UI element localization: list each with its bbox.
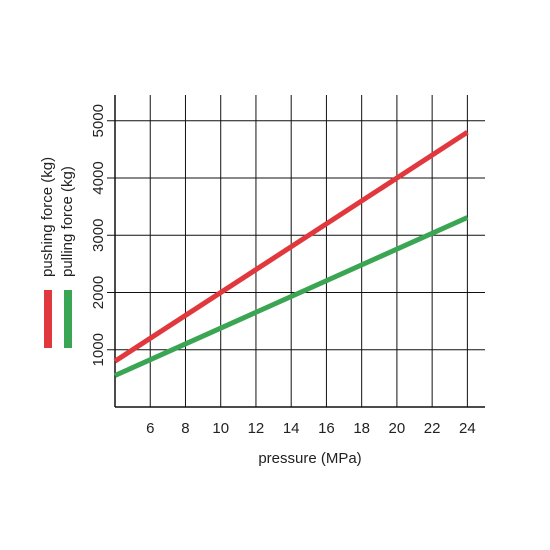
x-tick-label: 8 [181,420,189,437]
x-tick-label: 14 [283,420,300,437]
legend-label: pulling force (kg) [59,166,76,277]
y-tick-label: 3000 [90,219,107,252]
legend-swatch [64,290,72,348]
x-tick-label: 12 [248,420,265,437]
x-tick-label: 10 [212,420,229,437]
x-tick-label: 24 [459,420,476,437]
x-axis-label: pressure (MPa) [258,450,361,467]
data-line [113,130,469,364]
x-tick-label: 22 [424,420,441,437]
y-tick-label: 4000 [90,161,107,194]
legend-label: pushing force (kg) [39,157,56,277]
x-tick-label: 6 [146,420,154,437]
x-tick-label: 16 [318,420,335,437]
x-tick-label: 18 [353,420,370,437]
y-tick-label: 5000 [90,104,107,137]
x-tick-label: 20 [389,420,406,437]
y-tick-label: 2000 [90,276,107,309]
y-tick-label: 1000 [90,333,107,366]
legend-swatch [44,290,52,348]
data-line [113,215,469,378]
